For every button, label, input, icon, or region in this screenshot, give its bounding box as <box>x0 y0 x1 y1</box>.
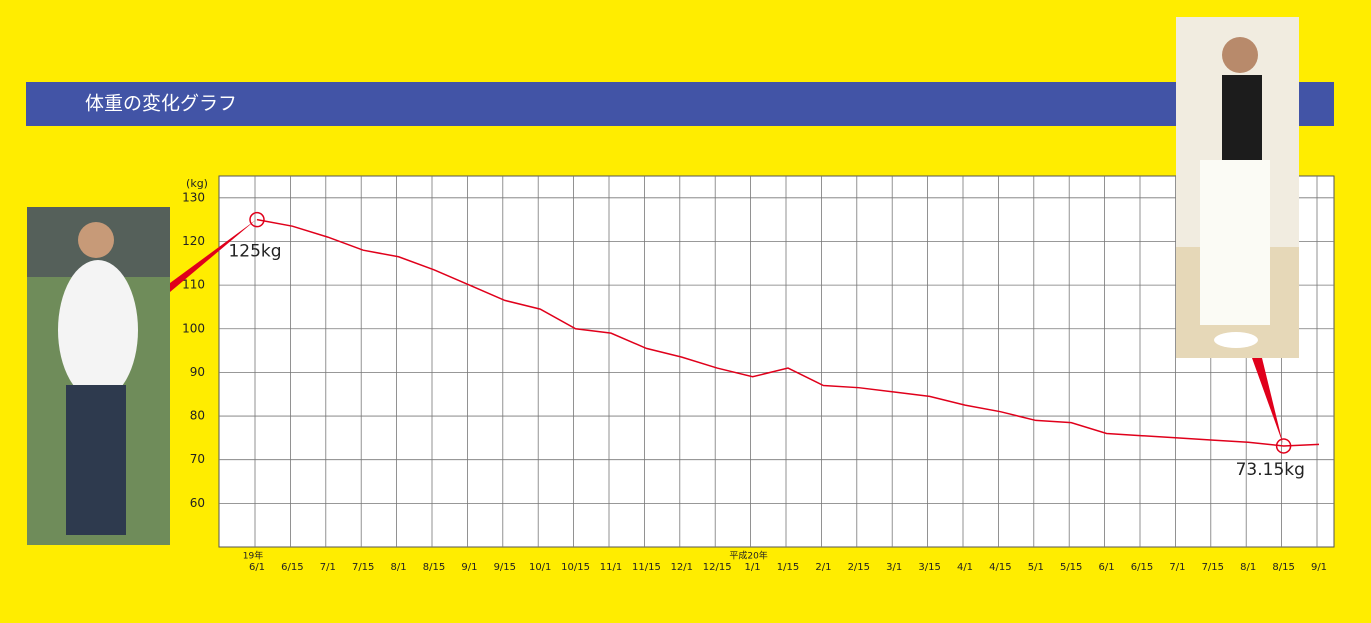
x-tick-label: 4/1 <box>957 562 973 573</box>
x-tick-label: 5/1 <box>1028 562 1044 573</box>
x-tick-label: 7/1 <box>320 562 336 573</box>
x-tick-label: 1/15 <box>777 562 799 573</box>
y-tick-label: 130 <box>182 190 205 204</box>
data-line <box>256 218 1320 447</box>
y-tick-label: 110 <box>182 278 205 292</box>
callout <box>1252 358 1283 444</box>
y-axis-label: (kg) <box>186 177 208 190</box>
y-tick-label: 90 <box>190 365 205 379</box>
y-tick-label: 120 <box>182 234 205 248</box>
x-tick-label: 9/15 <box>494 562 516 573</box>
x-tick-label: 6/1 <box>1099 562 1115 573</box>
year-label: 19年 <box>243 550 263 562</box>
x-tick-label: 1/1 <box>745 562 761 573</box>
y-tick-label: 60 <box>190 496 205 510</box>
x-tick-label: 5/15 <box>1060 562 1082 573</box>
x-tick-label: 6/1 <box>249 562 265 573</box>
x-tick-label: 7/15 <box>1202 562 1224 573</box>
x-tick-label: 7/15 <box>352 562 374 573</box>
x-tick-label: 12/15 <box>703 562 732 573</box>
highlight-point <box>1275 438 1292 454</box>
title-bar <box>26 82 1334 126</box>
x-tick-label: 3/15 <box>918 562 940 573</box>
x-tick-label: 8/1 <box>1240 562 1256 573</box>
x-tick-label: 2/15 <box>848 562 870 573</box>
highlight-point <box>249 211 265 228</box>
callout <box>170 219 257 292</box>
x-tick-label: 3/1 <box>886 562 902 573</box>
annotation: 125kg <box>228 242 281 262</box>
x-tick-label: 6/15 <box>1131 562 1153 573</box>
x-tick-label: 10/15 <box>561 562 590 573</box>
plot: 125kg 73.15kg <box>228 211 1320 480</box>
x-tick-label: 8/15 <box>423 562 445 573</box>
after-photo <box>1176 17 1299 358</box>
x-tick-label: 12/1 <box>671 562 693 573</box>
plot-area <box>218 175 1335 548</box>
chart-title: 体重の変化グラフ <box>85 93 237 115</box>
x-tick-label: 9/1 <box>1311 562 1327 573</box>
x-tick-label: 11/1 <box>600 562 622 573</box>
x-tick-label: 9/1 <box>461 562 477 573</box>
y-tick-label: 80 <box>190 409 205 423</box>
annotation: 73.15kg <box>1236 460 1305 480</box>
year-label: 平成20年 <box>729 550 767 562</box>
x-tick-label: 4/15 <box>989 562 1011 573</box>
x-tick-label: 8/15 <box>1272 562 1294 573</box>
x-tick-label: 10/1 <box>529 562 551 573</box>
x-tick-label: 2/1 <box>815 562 831 573</box>
y-tick-label: 100 <box>182 321 205 335</box>
x-tick-label: 7/1 <box>1169 562 1185 573</box>
x-tick-label: 11/15 <box>632 562 661 573</box>
x-tick-label: 8/1 <box>391 562 407 573</box>
x-tick-label: 6/15 <box>281 562 303 573</box>
y-tick-label: 70 <box>190 452 205 466</box>
before-photo <box>27 207 170 545</box>
